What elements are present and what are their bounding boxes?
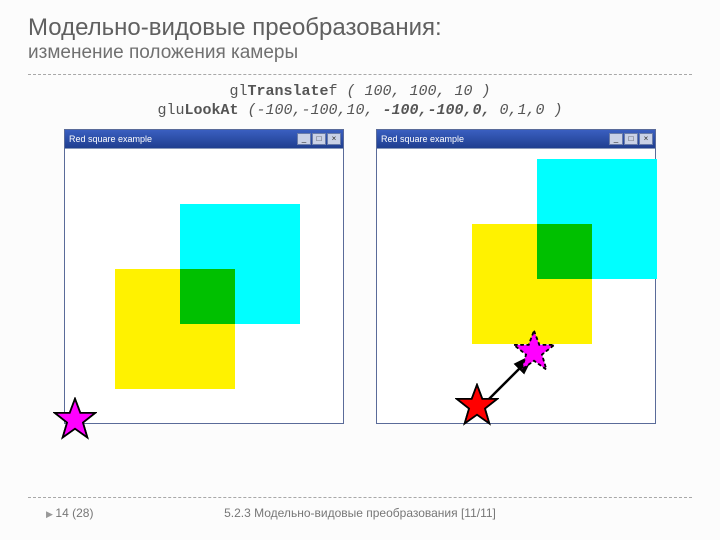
footer-section: 5.2.3 Модельно-видовые преобразования [1… [0,506,720,520]
maximize-icon[interactable]: □ [624,133,638,145]
client-area-right [377,148,655,423]
titlebar: Red square example _ □ × [65,130,343,148]
minimize-icon[interactable]: _ [297,133,311,145]
rule-bottom [28,497,692,498]
camera-star-red-icon [455,383,499,427]
window-buttons: _ □ × [297,133,341,145]
close-icon[interactable]: × [327,133,341,145]
window-title: Red square example [381,134,464,144]
panels-row: Red square example _ □ × Red square exam… [0,129,720,424]
window-buttons: _ □ × [609,133,653,145]
code-line-2: gluLookAt (-100,-100,10, -100,-100,0, 0,… [0,102,720,119]
slide-subtitle: изменение положения камеры [28,42,692,64]
code-block: glTranslatef ( 100, 100, 10 ) gluLookAt … [0,83,720,119]
client-area-left [65,148,343,423]
rule-top [28,74,692,75]
titlebar: Red square example _ □ × [377,130,655,148]
minimize-icon[interactable]: _ [609,133,623,145]
slide-title: Модельно-видовые преобразования: [28,14,692,42]
camera-star-magenta-icon [512,329,556,373]
example-window-left: Red square example _ □ × [64,129,344,424]
example-window-right: Red square example _ □ × [376,129,656,424]
camera-star-icon [53,397,97,441]
overlap-square [537,224,592,279]
code-line-1: glTranslatef ( 100, 100, 10 ) [0,83,720,100]
overlap-square [180,269,235,324]
window-title: Red square example [69,134,152,144]
maximize-icon[interactable]: □ [312,133,326,145]
close-icon[interactable]: × [639,133,653,145]
